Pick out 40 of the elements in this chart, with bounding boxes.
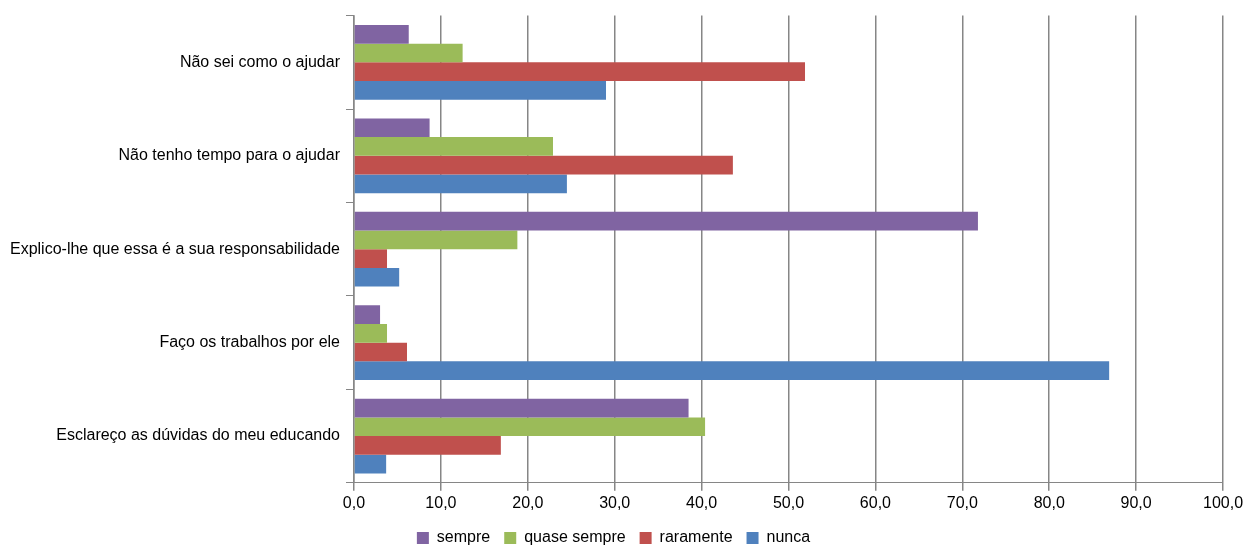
bar <box>354 24 409 44</box>
bar <box>354 249 388 268</box>
bar <box>354 436 501 455</box>
legend-label: raramente <box>659 528 733 546</box>
bar <box>354 43 463 63</box>
x-tick-label: 40,0 <box>686 493 718 511</box>
x-tick-label: 80,0 <box>1033 493 1065 511</box>
bar <box>354 155 733 175</box>
bar <box>354 62 806 82</box>
bar <box>354 342 407 362</box>
y-tick-label: Faço os trabalhos por ele <box>159 333 341 351</box>
x-tick-label: 60,0 <box>859 493 892 511</box>
x-tick-label: 20,0 <box>512 493 544 511</box>
x-tick-label: 90,0 <box>1120 493 1152 511</box>
bar <box>354 305 381 324</box>
bar <box>354 118 430 138</box>
legend-label: quase sempre <box>524 528 626 546</box>
bar <box>354 211 978 231</box>
bar <box>354 361 1110 381</box>
bar <box>354 398 689 418</box>
bar <box>354 417 706 437</box>
y-tick-label: Explico-lhe que essa é a sua responsabilidade <box>9 239 341 257</box>
x-tick-label: 70,0 <box>946 493 978 511</box>
bar <box>354 174 567 194</box>
x-tick-label: 100,0 <box>1202 493 1244 511</box>
bar <box>354 81 606 100</box>
bar <box>354 230 518 250</box>
x-tick-label: 50,0 <box>772 493 805 511</box>
bar <box>354 323 388 343</box>
legend-label: nunca <box>766 528 811 546</box>
x-tick-label: 10,0 <box>425 493 457 511</box>
y-tick-label: Não sei como o ajudar <box>179 52 341 70</box>
y-tick-label: Não tenho tempo para o ajudar <box>118 146 341 164</box>
bar <box>354 454 387 474</box>
bar <box>354 267 400 287</box>
y-tick-label: Esclareço as dúvidas do meu educando <box>56 426 341 444</box>
x-tick-label: 30,0 <box>599 493 631 511</box>
x-tick-label: 0,0 <box>342 493 366 511</box>
bar <box>354 137 553 156</box>
legend-label: sempre <box>436 528 491 546</box>
